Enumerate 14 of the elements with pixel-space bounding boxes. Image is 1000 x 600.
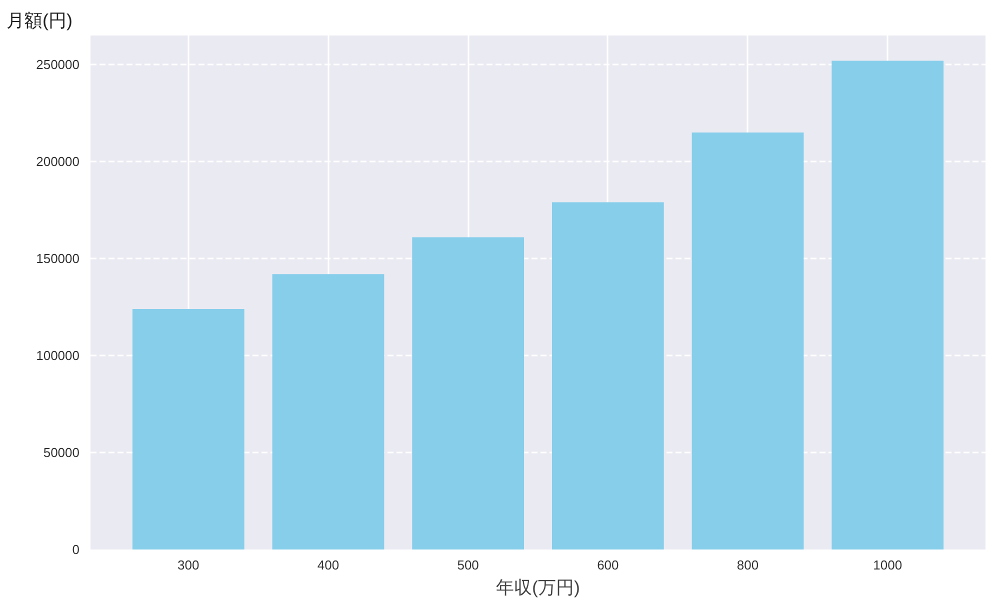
x-tick-label: 500 — [457, 558, 479, 572]
x-tick-label: 600 — [597, 558, 619, 572]
y-tick-label: 200000 — [36, 154, 80, 170]
y-axis-title: 月額(円) — [6, 10, 72, 30]
x-tick-label: 800 — [736, 558, 759, 572]
x-axis-title: 年収(万円) — [496, 578, 580, 598]
y-tick-label: 100000 — [36, 348, 80, 364]
x-tick-label: 1000 — [873, 558, 902, 572]
y-tick-label: 50000 — [43, 445, 80, 460]
y-tick-label: 250000 — [36, 57, 80, 72]
y-tick-label: 150000 — [36, 251, 80, 266]
y-tick-label: 0 — [72, 542, 80, 557]
x-tick-label: 400 — [317, 558, 340, 572]
x-tick-label: 300 — [178, 558, 200, 572]
